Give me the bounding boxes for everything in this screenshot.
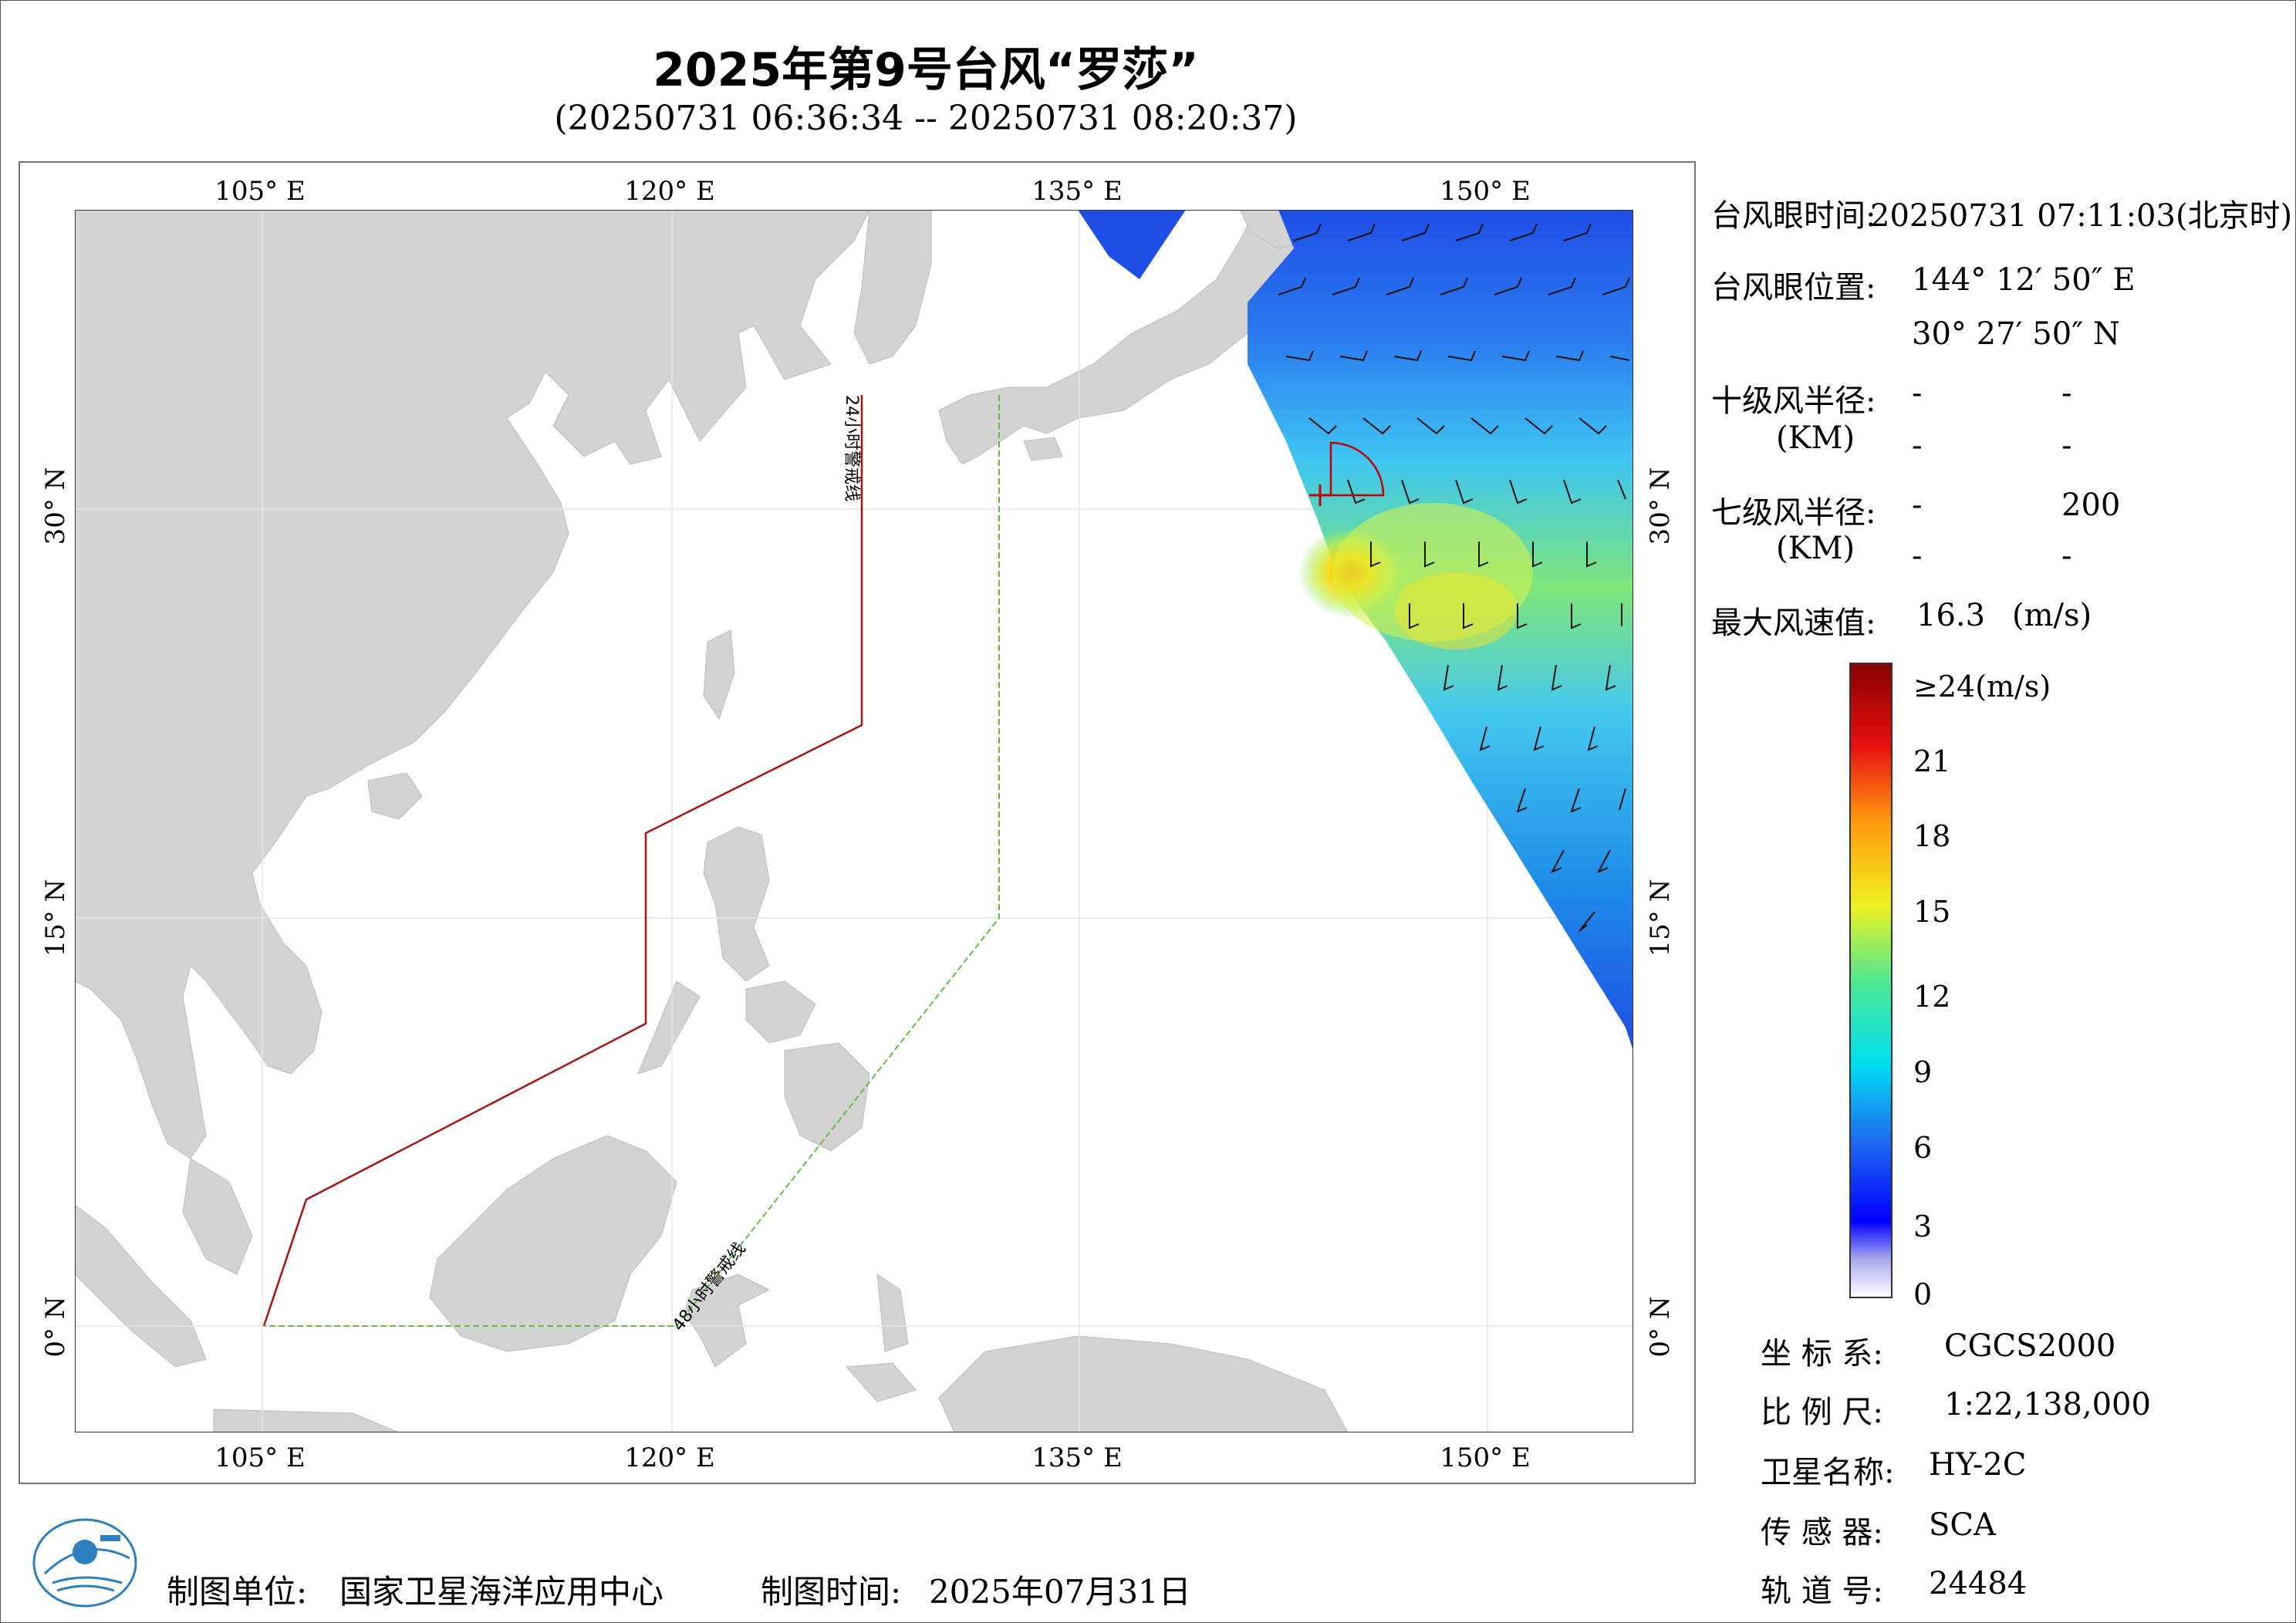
lon-label-top-105: 105° E xyxy=(214,176,306,207)
wind-speed-colorbar xyxy=(1849,663,1893,1298)
lat-label-left-30: 30° N xyxy=(40,467,71,545)
lon-label-top-150: 150° E xyxy=(1440,176,1531,207)
crs-label: 坐 标 系: xyxy=(1761,1336,1883,1372)
radius-10-sw: - xyxy=(1912,428,1923,464)
lon-label-bottom-150: 150° E xyxy=(1440,1442,1531,1473)
scale-value: 1:22,138,000 xyxy=(1944,1387,2151,1422)
colorbar-tick-6: 6 xyxy=(1913,1131,1933,1165)
lon-label-bottom-105: 105° E xyxy=(214,1442,306,1473)
max-wind-unit: (m/s) xyxy=(2012,598,2092,633)
lat-label-right-15: 15° N xyxy=(1645,879,1676,957)
producer-label: 制图单位: xyxy=(167,1573,308,1611)
colorbar-tick-9: 9 xyxy=(1913,1055,1933,1089)
warning-line-24h xyxy=(262,395,863,1327)
colorbar-tick-21: 21 xyxy=(1913,744,1951,778)
lat-label-right-0: 0° N xyxy=(1645,1296,1676,1358)
colorbar-top-label: ≥24(m/s) xyxy=(1913,670,2051,704)
satellite-label: 卫星名称: xyxy=(1761,1455,1895,1490)
date-label: 制图时间: xyxy=(761,1573,902,1611)
colorbar-tick-15: 15 xyxy=(1913,895,1951,929)
crs-value: CGCS2000 xyxy=(1944,1328,2116,1364)
wind-barbs xyxy=(1278,223,1630,932)
map-subtitle: (20250731 06:36:34 -- 20250731 08:20:37) xyxy=(554,99,1298,138)
radius-10-nw: - xyxy=(2061,428,2072,464)
max-wind-value: 16.3 xyxy=(1916,598,1986,633)
colorbar-tick-18: 18 xyxy=(1913,819,1951,853)
lat-label-left-0: 0° N xyxy=(40,1296,71,1358)
sensor-value: SCA xyxy=(1929,1507,1996,1543)
date-value: 2025年07月31日 xyxy=(929,1573,1191,1611)
lat-label-right-30: 30° N xyxy=(1645,467,1676,545)
lon-label-top-135: 135° E xyxy=(1032,176,1123,207)
producer-value: 国家卫星海洋应用中心 xyxy=(339,1573,664,1611)
typhoon-eye-marker xyxy=(1309,441,1385,506)
colorbar-tick-12: 12 xyxy=(1913,980,1951,1014)
orbit-label: 轨 道 号: xyxy=(1761,1574,1883,1609)
eye-latitude: 30° 27′ 50″ N xyxy=(1912,316,2120,352)
warning-line-48h xyxy=(264,395,1000,1327)
colorbar-tick-3: 3 xyxy=(1913,1210,1933,1243)
lon-label-bottom-120: 120° E xyxy=(624,1442,715,1473)
radius-10-unit: (KM) xyxy=(1776,420,1855,456)
radius-10-label: 十级风半径: xyxy=(1711,383,1876,419)
radius-7-se: 200 xyxy=(2061,488,2121,523)
radius-7-sw: - xyxy=(1912,538,1923,574)
lon-label-bottom-135: 135° E xyxy=(1032,1442,1123,1473)
satellite-value: HY-2C xyxy=(1929,1447,2027,1483)
nsoas-logo xyxy=(32,1518,137,1608)
lon-label-top-120: 120° E xyxy=(624,176,715,207)
scale-label: 比 例 尺: xyxy=(1761,1395,1883,1430)
radius-7-ne: - xyxy=(1912,488,1923,523)
orbit-value: 24484 xyxy=(1929,1566,2028,1601)
radius-7-unit: (KM) xyxy=(1776,531,1855,566)
lat-label-left-15: 15° N xyxy=(40,879,71,957)
radius-10-ne: - xyxy=(1912,376,1923,411)
map-title: 2025年第9号台风“罗莎” xyxy=(653,43,1199,97)
warning-line-24h-label: 24小时警戒线 xyxy=(842,395,861,501)
wind-radius-7-sector xyxy=(1329,441,1385,497)
eye-time-value: 20250731 07:11:03(北京时) xyxy=(1870,198,2293,234)
wind-field-swath xyxy=(1078,210,1633,1051)
eye-position-label: 台风眼位置: xyxy=(1711,270,1876,305)
radius-7-nw: - xyxy=(2061,538,2072,574)
max-wind-label: 最大风速值: xyxy=(1711,606,1876,641)
eye-longitude: 144° 12′ 50″ E xyxy=(1912,262,2136,298)
radius-7-label: 七级风半径: xyxy=(1711,495,1876,531)
eye-time-label: 台风眼时间: xyxy=(1711,198,1876,234)
map-canvas: 24小时警戒线 48小时警戒线 xyxy=(75,210,1633,1432)
sensor-label: 传 感 器: xyxy=(1761,1515,1883,1550)
radius-10-se: - xyxy=(2061,376,2072,411)
colorbar-tick-0: 0 xyxy=(1913,1277,1933,1311)
